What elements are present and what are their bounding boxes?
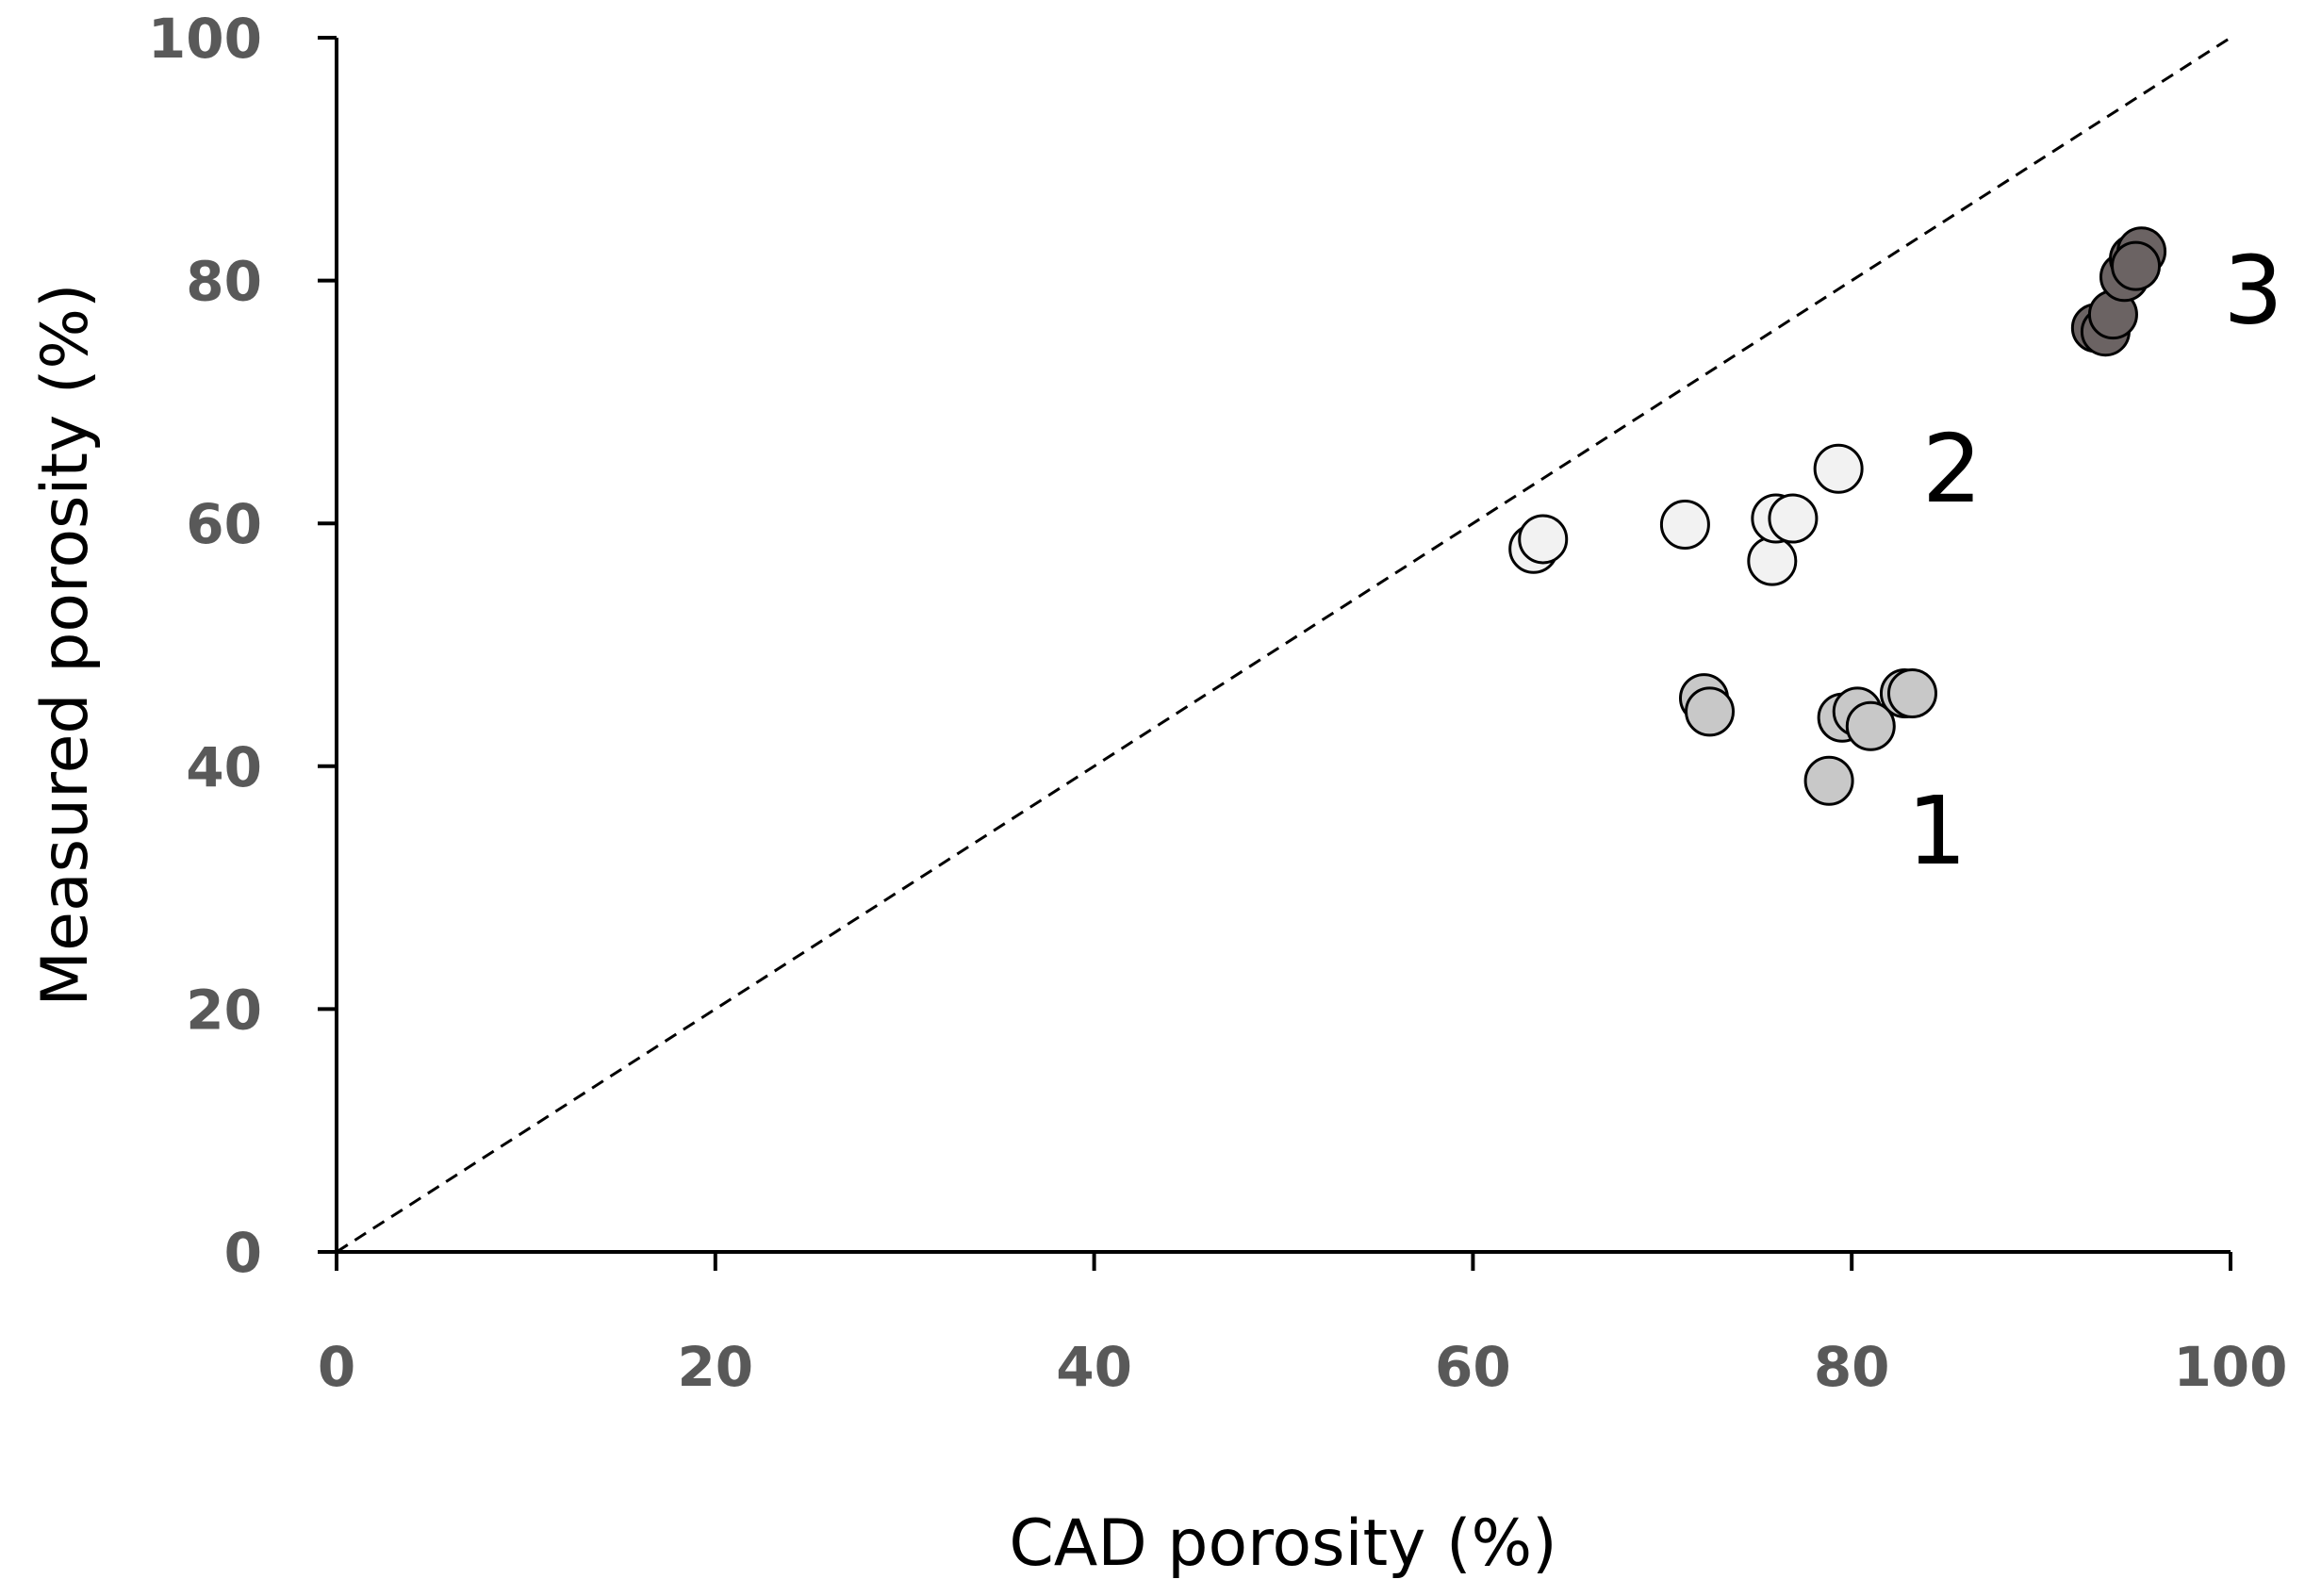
group-label-1: 1 [1907,776,1967,886]
y-tick-label: 80 [186,250,262,314]
reference-identity-line [336,36,2231,1254]
data-point-series-1 [1685,686,1736,737]
y-tick-label: 100 [148,7,262,71]
y-tick-label: 20 [186,978,262,1042]
data-point-series-2 [1659,499,1710,550]
x-tick-label: 100 [2173,1335,2287,1399]
y-tick-label: 60 [186,492,262,556]
x-tick-label: 60 [1435,1335,1511,1399]
y-axis-title: Measured porosity (%) [28,283,103,1006]
data-point-series-2 [1747,535,1798,586]
x-tick-label: 40 [1056,1335,1132,1399]
data-point-series-1 [1803,755,1854,806]
y-tick-label: 0 [224,1221,262,1285]
data-point-series-2 [1768,493,1819,544]
data-point-series-1 [1886,668,1937,719]
x-tick-label: 0 [318,1335,355,1399]
x-tick-label: 80 [1814,1335,1890,1399]
group-labels-layer: 1 2 3 [1907,236,2283,886]
group-label-2: 2 [1922,414,1983,524]
group-label-3: 3 [2223,236,2283,346]
data-point-series-2 [1813,443,1864,494]
x-axis-title: CAD porosity (%) [1009,1506,1556,1581]
axes-layer [335,38,2231,1254]
ticks-layer: 0 20 40 60 80 100 0 20 40 60 80 100 [148,7,2288,1399]
y-tick-label: 40 [186,735,262,799]
data-point-series-3 [2111,240,2162,291]
reference-line-layer [336,36,2231,1254]
data-point-series-2 [1518,514,1569,565]
data-point-series-1 [1845,700,1896,751]
points-layer [1508,226,2167,806]
x-tick-label: 20 [677,1335,753,1399]
